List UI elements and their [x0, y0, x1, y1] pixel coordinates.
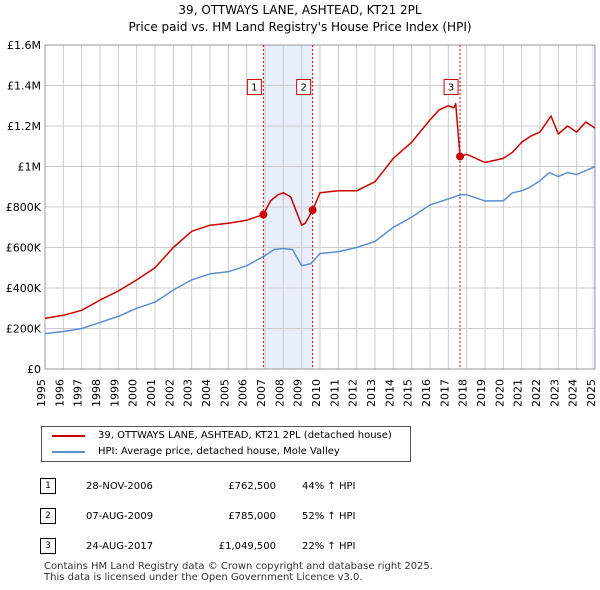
sale-date: 07-AUG-2009 [86, 510, 154, 522]
chart-legend: 39, OTTWAYS LANE, ASHTEAD, KT21 2PL (det… [41, 426, 411, 462]
sale-number-badge: 1 [40, 478, 56, 494]
sale-marker-label: 3 [448, 83, 454, 94]
x-tick-label: 2017 [438, 379, 451, 407]
x-tick-label: 2004 [200, 379, 213, 407]
sale-date: 28-NOV-2006 [86, 480, 153, 492]
y-tick-label: £200K [6, 323, 42, 336]
x-tick-label: 1995 [35, 379, 48, 407]
x-tick-label: 2009 [292, 379, 305, 407]
sale-price: £785,000 [228, 510, 276, 522]
x-tick-label: 2010 [310, 379, 323, 407]
footer-attribution: Contains HM Land Registry data © Crown c… [44, 561, 433, 583]
table-row: 2 07-AUG-2009 £785,000 52% ↑ HPI [40, 501, 355, 531]
plot-border [44, 44, 596, 370]
x-tick-label: 1999 [108, 379, 121, 407]
legend-label-hpi: HPI: Average price, detached house, Mole… [98, 446, 340, 457]
x-tick-label: 2024 [567, 379, 580, 407]
x-tick-label: 2005 [218, 379, 231, 407]
x-tick-label: 2015 [402, 379, 415, 407]
title-line-2: Price paid vs. HM Land Registry's House … [128, 20, 472, 34]
sale-hpi-change: 52% ↑ HPI [302, 510, 356, 522]
sale-point [456, 152, 465, 161]
y-tick-label: £800K [6, 201, 42, 214]
property-series-line [44, 102, 596, 320]
y-tick-label: £1.2M [7, 120, 41, 133]
x-tick-label: 2000 [127, 379, 140, 407]
x-tick-label: 2014 [383, 379, 396, 407]
sale-date: 24-AUG-2017 [86, 540, 154, 552]
y-tick-label: £1.6M [7, 39, 41, 52]
sale-marker-box [296, 79, 312, 96]
x-tick-label: 1997 [72, 379, 85, 407]
sale-marker-box [246, 79, 262, 96]
footer-line-2: This data is licensed under the Open Gov… [44, 572, 363, 583]
table-row: 1 28-NOV-2006 £762,500 44% ↑ HPI [40, 471, 355, 501]
x-tick-label: 2020 [493, 379, 506, 407]
x-tick-label: 2003 [182, 379, 195, 407]
y-tick-label: £1M [18, 161, 42, 174]
sale-hpi-change: 22% ↑ HPI [302, 540, 356, 552]
x-tick-label: 1996 [53, 379, 66, 407]
x-tick-label: 2012 [347, 379, 360, 407]
sale-price: £762,500 [228, 480, 276, 492]
sale-marker-box [443, 79, 459, 96]
x-tick-label: 2011 [328, 379, 341, 407]
x-tick-label: 2021 [512, 379, 525, 407]
x-tick-label: 2025 [585, 379, 598, 407]
y-tick-label: £600K [6, 242, 42, 255]
x-tick-label: 2001 [145, 379, 158, 407]
sale-number-badge: 2 [40, 508, 56, 524]
x-tick-label: 2016 [420, 379, 433, 407]
table-row: 3 24-AUG-2017 £1,049,500 22% ↑ HPI [40, 531, 355, 561]
sale-marker-label: 1 [251, 83, 257, 94]
y-tick-label: £0 [27, 363, 41, 376]
x-tick-label: 2022 [530, 379, 543, 407]
title-line-1: 39, OTTWAYS LANE, ASHTEAD, KT21 2PL [178, 3, 422, 17]
x-tick-label: 2013 [365, 379, 378, 407]
footer-line-1: Contains HM Land Registry data © Crown c… [44, 561, 433, 572]
x-tick-label: 2018 [457, 379, 470, 407]
x-tick-label: 2008 [273, 379, 286, 407]
x-tick-label: 2019 [475, 379, 488, 407]
x-tick-label: 2007 [255, 379, 268, 407]
legend-line-property [52, 435, 85, 437]
y-tick-label: £400K [6, 282, 42, 295]
x-tick-label: 2023 [548, 379, 561, 407]
legend-label-property: 39, OTTWAYS LANE, ASHTEAD, KT21 2PL (det… [98, 430, 392, 441]
x-tick-label: 2006 [237, 379, 250, 407]
y-tick-label: £1.4M [7, 80, 41, 93]
price-chart: £0 £200K £400K £600K £800K £1M £1.2M £1.4M £1.6M… [6, 39, 598, 407]
x-tick-label: 2002 [163, 379, 176, 407]
sale-number-badge: 3 [40, 538, 56, 554]
x-tick-label: 1998 [90, 379, 103, 407]
sale-price: £1,049,500 [218, 540, 276, 552]
sale-hpi-change: 44% ↑ HPI [302, 480, 356, 492]
hpi-series-line [44, 165, 596, 335]
sale-point [308, 206, 317, 215]
chart-title: 39, OTTWAYS LANE, ASHTEAD, KT21 2PL Pric… [0, 2, 600, 36]
legend-line-hpi [52, 451, 85, 453]
sale-marker-label: 2 [300, 83, 306, 94]
sales-table: 1 28-NOV-2006 £762,500 44% ↑ HPI 2 07-AU… [40, 471, 355, 561]
sale-point [259, 210, 268, 219]
